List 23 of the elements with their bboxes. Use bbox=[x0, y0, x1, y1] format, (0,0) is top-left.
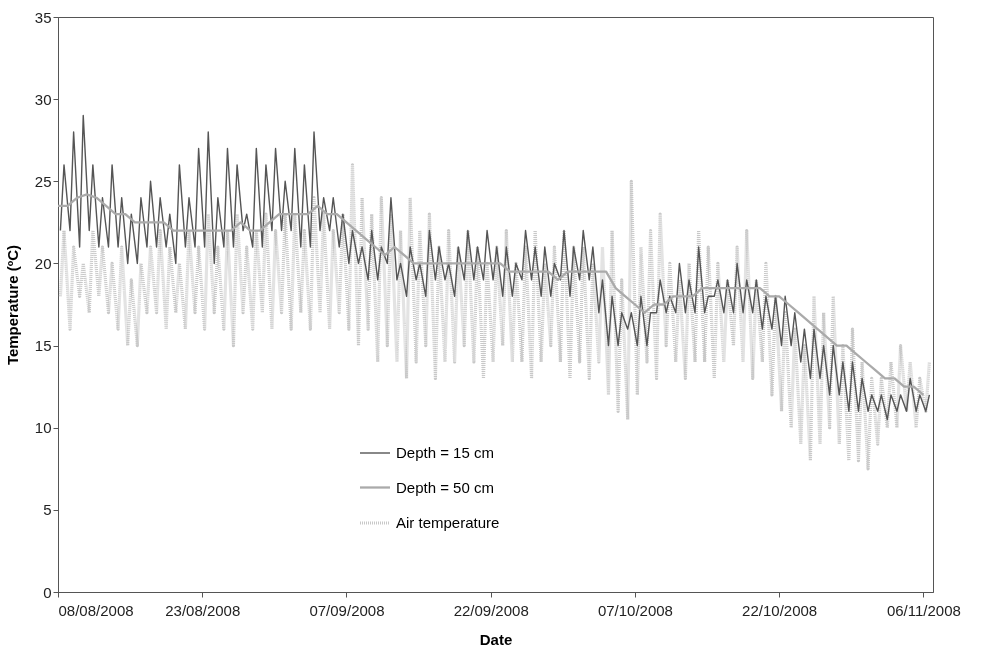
x-tick-label: 08/08/2008 bbox=[58, 601, 134, 619]
line-series bbox=[58, 163, 931, 471]
x-tick-label: 22/10/2008 bbox=[742, 601, 818, 619]
y-tick-label: 35 bbox=[34, 8, 52, 26]
y-tick-label: 30 bbox=[34, 90, 52, 108]
legend-label: Air temperature bbox=[396, 514, 500, 531]
x-tick-label: 23/08/2008 bbox=[165, 601, 241, 619]
legend-label: Depth = 15 cm bbox=[396, 444, 494, 461]
x-tick-label: 06/11/2008 bbox=[886, 601, 961, 619]
y-axis-title: Temperature (ºC) bbox=[3, 244, 21, 366]
y-tick-label: 15 bbox=[34, 337, 52, 355]
x-axis-title: Date bbox=[479, 630, 513, 648]
y-tick-label: 20 bbox=[34, 254, 52, 272]
y-tick-label: 10 bbox=[34, 419, 52, 437]
y-tick-label: 0 bbox=[43, 583, 52, 601]
line-series bbox=[59, 114, 931, 421]
y-tick-label: 25 bbox=[34, 172, 52, 190]
x-tick-label: 07/09/2008 bbox=[309, 601, 385, 619]
legend-label: Depth = 50 cm bbox=[396, 478, 494, 496]
line-series bbox=[56, 193, 925, 397]
y-tick-label: 5 bbox=[43, 501, 52, 519]
x-tick-label: 07/10/2008 bbox=[597, 601, 673, 619]
x-tick-label: 22/09/2008 bbox=[453, 601, 529, 619]
